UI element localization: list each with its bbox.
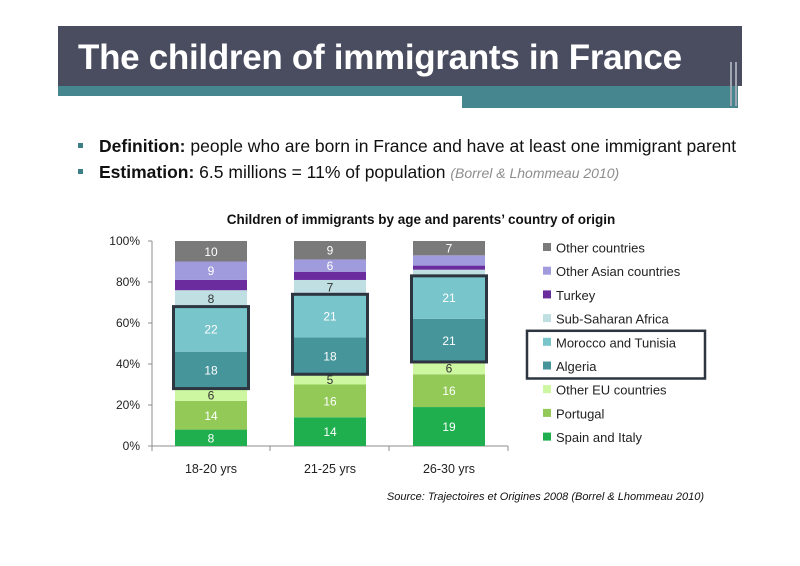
bar-value-label: 18 bbox=[204, 364, 218, 378]
bar-segment bbox=[175, 241, 247, 262]
bar-segment bbox=[294, 337, 366, 375]
legend-swatch bbox=[543, 337, 551, 346]
bar-segment bbox=[294, 279, 366, 295]
bullet-term: Definition: bbox=[99, 136, 186, 156]
bar-segment bbox=[413, 361, 485, 375]
decor-stripe bbox=[730, 62, 732, 106]
legend-label: Other countries bbox=[556, 241, 645, 256]
slide-title: The children of immigrants in France bbox=[78, 38, 682, 77]
bar-segment bbox=[413, 265, 485, 270]
legend-swatch bbox=[543, 361, 551, 370]
bar-segment bbox=[175, 351, 247, 389]
legend-swatch bbox=[543, 385, 551, 394]
bar-segment bbox=[294, 294, 366, 338]
legend-label: Other Asian countries bbox=[556, 264, 681, 279]
bar-segment bbox=[175, 429, 247, 446]
bar-segment bbox=[413, 275, 485, 319]
title-bar bbox=[58, 26, 742, 86]
bar-value-label: 22 bbox=[204, 323, 218, 337]
x-tick-label: 18-20 yrs bbox=[185, 462, 237, 476]
legend-label: Portugal bbox=[556, 406, 605, 421]
bar-segment bbox=[175, 290, 247, 307]
chart-source: Source: Trajectoires et Origines 2008 (B… bbox=[387, 491, 704, 503]
bar-value-label: 21 bbox=[442, 291, 456, 305]
bar-value-label: 10 bbox=[204, 245, 218, 259]
bullet-term: Estimation: bbox=[99, 162, 195, 182]
bullet-list: Definition: people who are born in Franc… bbox=[78, 136, 736, 188]
bar-value-label: 5 bbox=[327, 373, 334, 387]
bullet-estimation: Estimation: 6.5 millions = 11% of popula… bbox=[78, 162, 736, 188]
bar-segment bbox=[413, 255, 485, 266]
bar-segment bbox=[175, 388, 247, 401]
bar-segment bbox=[413, 407, 485, 446]
y-tick-label: 40% bbox=[116, 357, 140, 371]
x-tick-label: 26-30 yrs bbox=[423, 462, 475, 476]
bar-value-label: 7 bbox=[327, 281, 334, 295]
bar-value-label: 8 bbox=[208, 292, 215, 306]
highlight-box bbox=[291, 292, 369, 376]
legend-swatch bbox=[543, 266, 551, 275]
bar-value-label: 9 bbox=[327, 244, 334, 258]
legend-label: Other EU countries bbox=[556, 383, 667, 398]
legend-swatch bbox=[543, 408, 551, 417]
bar-value-label: 6 bbox=[446, 362, 453, 376]
bar-segment bbox=[413, 269, 485, 276]
bar-segment bbox=[413, 374, 485, 408]
highlight-box bbox=[172, 305, 250, 391]
legend-label: Morocco and Tunisia bbox=[556, 335, 677, 350]
bar-segment bbox=[413, 241, 485, 256]
legend-label: Algeria bbox=[556, 359, 597, 374]
legend-swatch bbox=[543, 243, 551, 251]
bar-value-label: 6 bbox=[327, 259, 334, 273]
bar-segment bbox=[294, 417, 366, 446]
bar-value-label: 8 bbox=[208, 431, 215, 445]
bar-segment bbox=[413, 318, 485, 362]
y-tick-label: 80% bbox=[116, 275, 140, 289]
bar-value-label: 14 bbox=[204, 409, 218, 423]
bar-value-label: 16 bbox=[442, 384, 456, 398]
chart-title: Children of immigrants by age and parent… bbox=[227, 212, 616, 227]
bullet-marker bbox=[78, 168, 83, 174]
y-tick-label: 60% bbox=[116, 316, 140, 330]
legend-swatch bbox=[543, 314, 551, 323]
y-tick-label: 0% bbox=[123, 439, 141, 453]
highlight-box bbox=[410, 274, 488, 364]
bar-value-label: 6 bbox=[208, 388, 215, 402]
bar-segment bbox=[175, 400, 247, 430]
legend-highlight-box bbox=[525, 329, 707, 380]
y-tick-label: 20% bbox=[116, 398, 140, 412]
bar-segment bbox=[175, 261, 247, 280]
bullet-reference: (Borrel & Lhommeau 2010) bbox=[450, 165, 620, 181]
accent-bar-lower bbox=[462, 96, 738, 108]
bullet-text: 6.5 millions = 11% of population bbox=[199, 162, 446, 182]
legend-label: Turkey bbox=[556, 288, 596, 303]
bar-segment bbox=[294, 384, 366, 418]
bar-value-label: 14 bbox=[323, 425, 337, 439]
bar-value-label: 21 bbox=[442, 334, 456, 348]
bar-segment bbox=[294, 259, 366, 272]
bar-value-label: 18 bbox=[323, 349, 337, 363]
legend-swatch bbox=[543, 432, 551, 441]
bar-value-label: 19 bbox=[442, 420, 456, 434]
bar-segment bbox=[294, 271, 366, 280]
bar-value-label: 16 bbox=[323, 394, 337, 408]
y-tick-label: 100% bbox=[109, 234, 140, 248]
x-tick-label: 21-25 yrs bbox=[304, 462, 356, 476]
decor-stripe bbox=[735, 62, 737, 106]
legend-label: Spain and Italy bbox=[556, 430, 643, 445]
bar-value-label: 21 bbox=[323, 309, 337, 323]
bar-segment bbox=[175, 279, 247, 291]
bullet-text: people who are born in France and have a… bbox=[190, 136, 737, 156]
bar-value-label: 9 bbox=[208, 264, 215, 278]
bar-segment bbox=[294, 374, 366, 385]
bullet-definition: Definition: people who are born in Franc… bbox=[78, 136, 736, 162]
bullet-marker bbox=[78, 142, 83, 148]
legend-swatch bbox=[543, 290, 551, 299]
accent-bar bbox=[58, 86, 738, 96]
bar-value-label: 7 bbox=[446, 242, 453, 256]
legend-label: Sub-Saharan Africa bbox=[556, 312, 670, 327]
bar-segment bbox=[175, 306, 247, 352]
bar-segment bbox=[294, 241, 366, 260]
